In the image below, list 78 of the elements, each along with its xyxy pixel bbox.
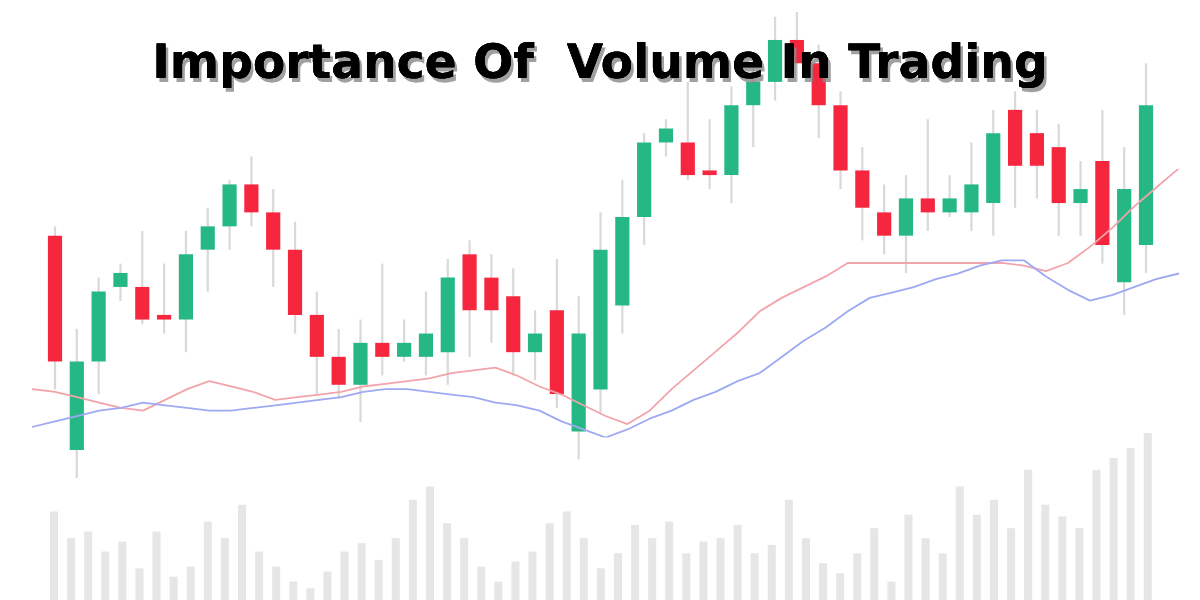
candlestick	[527, 309, 543, 382]
bar	[545, 523, 554, 600]
candlestick	[397, 318, 412, 363]
bar	[374, 559, 383, 600]
bar	[323, 571, 332, 600]
bar	[255, 551, 264, 600]
bar	[853, 553, 862, 600]
candlestick	[113, 262, 128, 303]
candlestick	[702, 118, 717, 191]
candlestick	[920, 118, 935, 233]
bar	[921, 538, 930, 600]
bar	[1143, 433, 1152, 600]
bar	[511, 561, 520, 600]
bar	[494, 581, 503, 600]
bar	[118, 541, 127, 600]
bar	[408, 499, 417, 600]
bar	[1007, 528, 1016, 600]
bar	[1126, 448, 1135, 600]
candlestick	[200, 206, 215, 293]
bar	[682, 553, 691, 600]
bar	[716, 538, 725, 600]
bar	[340, 551, 349, 600]
bar	[955, 486, 964, 600]
bar	[887, 581, 896, 600]
bar	[972, 514, 981, 600]
bar	[870, 528, 879, 600]
bar	[84, 531, 93, 600]
bar	[169, 576, 178, 600]
bar	[67, 538, 76, 600]
bar	[477, 566, 486, 600]
bar	[220, 538, 229, 600]
bar	[767, 544, 776, 600]
bar	[49, 511, 59, 600]
bar	[237, 504, 247, 600]
bar	[1075, 528, 1084, 600]
bar	[665, 521, 674, 600]
bar	[631, 524, 640, 600]
bar	[733, 524, 742, 600]
candlestick	[658, 118, 674, 158]
bar	[750, 553, 759, 600]
candlestick	[877, 183, 892, 256]
bar	[186, 566, 195, 600]
bar	[989, 499, 998, 600]
bar	[391, 538, 400, 600]
bar	[135, 568, 144, 600]
bar	[1041, 504, 1050, 600]
bar	[1058, 516, 1067, 600]
bar	[1024, 469, 1033, 600]
candlestick	[942, 173, 957, 219]
bar	[648, 538, 657, 600]
bar	[938, 553, 947, 600]
bar	[306, 588, 315, 600]
bar	[819, 563, 828, 600]
bar	[562, 511, 571, 600]
bar	[836, 573, 845, 600]
bar	[1092, 469, 1101, 600]
bar	[784, 499, 793, 600]
bar	[596, 568, 605, 600]
bar	[699, 541, 708, 600]
bar	[801, 538, 810, 600]
bar	[101, 551, 110, 600]
bar	[152, 531, 161, 600]
bar	[425, 486, 434, 600]
bar	[357, 543, 366, 600]
candlestick	[1073, 160, 1088, 237]
bar	[443, 523, 452, 600]
bar	[528, 551, 537, 600]
bar	[579, 538, 588, 600]
bar	[272, 566, 281, 600]
bar	[904, 514, 913, 600]
bar	[613, 553, 622, 600]
bar	[289, 581, 298, 600]
bar	[203, 521, 212, 600]
bar	[460, 538, 469, 600]
candlestick	[157, 262, 172, 335]
candlestick	[375, 262, 390, 377]
candlestick	[418, 290, 434, 377]
bar	[1109, 458, 1118, 600]
